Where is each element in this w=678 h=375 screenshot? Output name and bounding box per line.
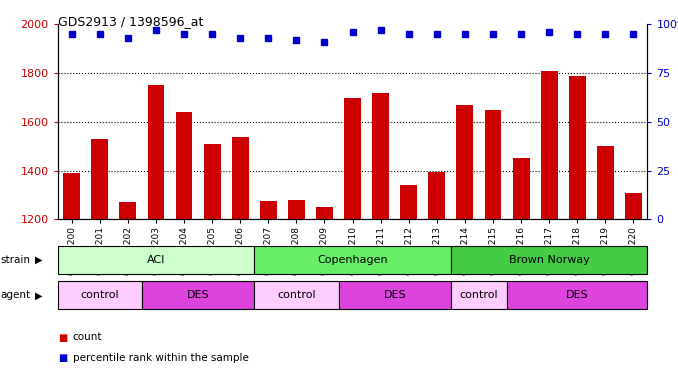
Text: control: control <box>277 290 316 300</box>
Bar <box>92 139 108 219</box>
Text: GDS2913 / 1398596_at: GDS2913 / 1398596_at <box>58 15 203 28</box>
Bar <box>513 158 530 219</box>
Bar <box>148 86 164 219</box>
Text: Brown Norway: Brown Norway <box>508 255 590 265</box>
Text: ■: ■ <box>58 353 67 363</box>
Text: control: control <box>460 290 498 300</box>
Bar <box>119 202 136 219</box>
Bar <box>485 110 502 219</box>
Bar <box>372 93 389 219</box>
Bar <box>63 173 80 219</box>
Bar <box>451 281 507 309</box>
Text: control: control <box>81 290 119 300</box>
Bar <box>597 146 614 219</box>
Text: DES: DES <box>186 290 210 300</box>
Bar <box>569 76 586 219</box>
Text: DES: DES <box>566 290 589 300</box>
Text: ▶: ▶ <box>35 290 43 300</box>
Bar <box>142 281 254 309</box>
Bar <box>507 281 647 309</box>
Bar <box>451 246 647 274</box>
Bar <box>428 172 445 219</box>
Text: ▶: ▶ <box>35 255 43 265</box>
Bar <box>344 98 361 219</box>
Text: ■: ■ <box>58 333 67 342</box>
Bar <box>254 281 338 309</box>
Bar <box>260 201 277 219</box>
Bar <box>541 70 557 219</box>
Text: ACI: ACI <box>146 255 165 265</box>
Bar <box>288 200 305 219</box>
Text: count: count <box>73 333 102 342</box>
Bar <box>400 185 417 219</box>
Text: agent: agent <box>1 290 31 300</box>
Bar <box>254 246 451 274</box>
Bar <box>58 281 142 309</box>
Text: strain: strain <box>1 255 31 265</box>
Text: percentile rank within the sample: percentile rank within the sample <box>73 353 248 363</box>
Text: Copenhagen: Copenhagen <box>317 255 388 265</box>
Bar <box>176 112 193 219</box>
Bar <box>203 144 220 219</box>
Bar <box>316 207 333 219</box>
Bar <box>58 246 254 274</box>
Bar <box>338 281 451 309</box>
Bar <box>456 105 473 219</box>
Bar <box>232 136 249 219</box>
Text: DES: DES <box>383 290 406 300</box>
Bar <box>625 193 642 219</box>
